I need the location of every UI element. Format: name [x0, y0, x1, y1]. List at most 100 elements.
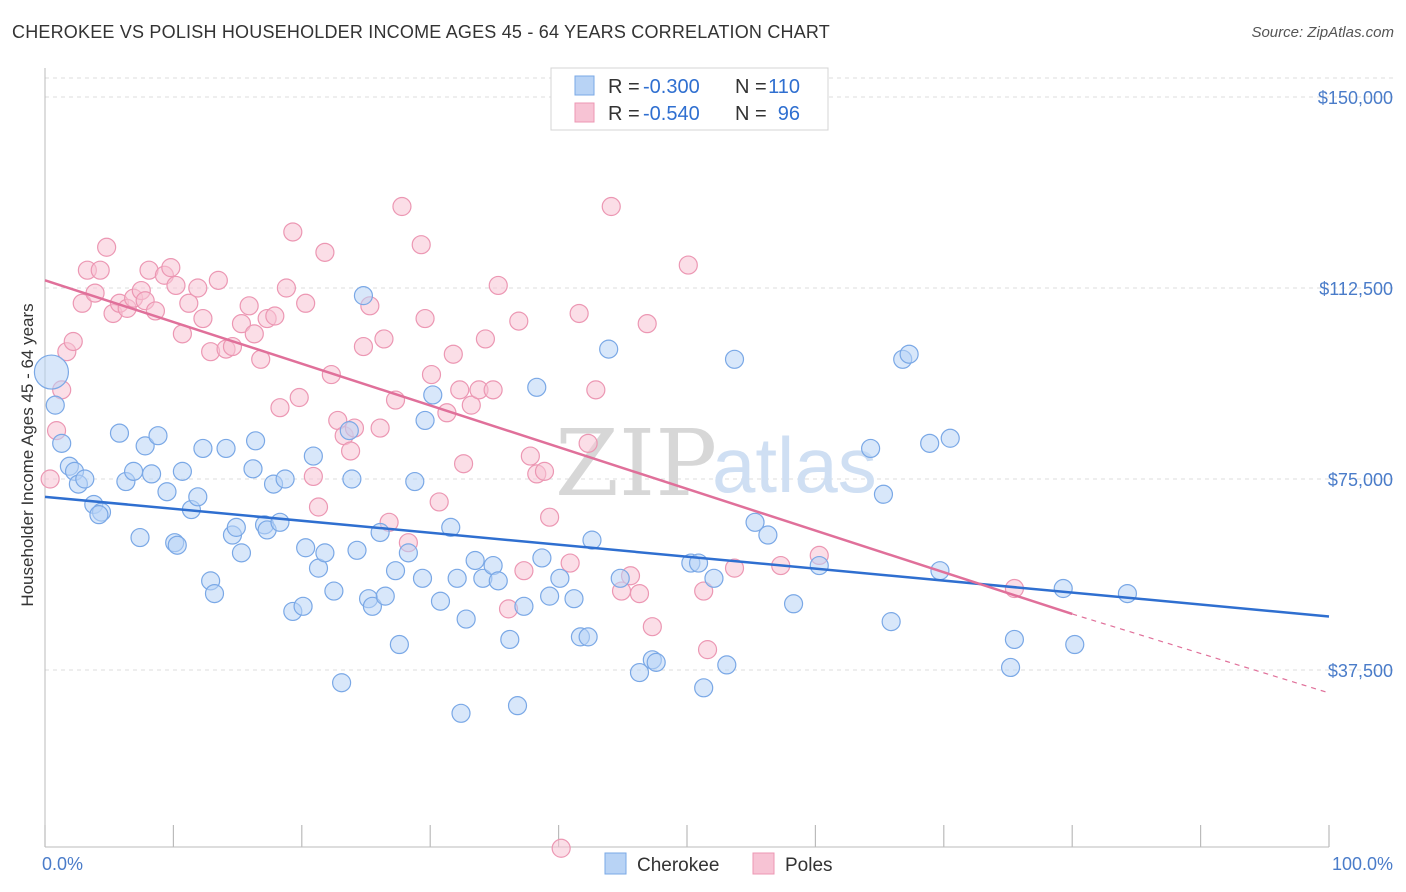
cherokee-point [172, 461, 192, 481]
cherokee-point [385, 561, 406, 581]
cherokee-point [1065, 634, 1085, 655]
poles-point [231, 314, 252, 334]
poles-point [475, 329, 496, 349]
poles-point [392, 196, 412, 217]
cherokee-point [1117, 583, 1138, 604]
cherokee-point [1053, 578, 1073, 599]
x-tick-label-1: 100.0% [1332, 854, 1393, 874]
cherokee-point [745, 512, 765, 532]
poles-point [629, 583, 650, 604]
watermark-zip: ZIP [555, 410, 717, 517]
poles-point [303, 466, 323, 487]
poles-point [374, 329, 394, 349]
poles-point [161, 258, 181, 278]
cherokee-point [599, 339, 619, 359]
cherokee-point [275, 469, 295, 489]
cherokee-point [245, 431, 266, 451]
bottom-legend-poles: Poles [785, 855, 833, 876]
cherokee-point [75, 469, 95, 489]
cherokee-point [430, 591, 451, 611]
poles-point [453, 454, 474, 474]
cherokee-point [216, 438, 236, 459]
cherokee-point [296, 538, 316, 558]
cherokee-point [148, 426, 168, 446]
cherokee-point [375, 586, 395, 606]
x-tick-label-0: 0.0% [42, 854, 83, 874]
trend-lines [44, 279, 1330, 694]
cherokee-point [447, 568, 467, 588]
bottom-legend: Cherokee Poles [604, 852, 833, 876]
cherokee-point [293, 596, 313, 616]
cherokee-point [423, 385, 443, 405]
legend-n-cherokee: 110 [768, 76, 800, 98]
poles-point [724, 558, 745, 578]
poles-point [551, 838, 571, 858]
poles-point [179, 293, 199, 313]
cherokee-point [270, 512, 290, 532]
poles-point [429, 492, 449, 512]
x-tick-labels: 0.0% 100.0% [42, 854, 1393, 874]
cherokee-point [243, 459, 263, 479]
poles-point [97, 237, 117, 257]
poles-point [421, 364, 442, 385]
cherokee-point [332, 673, 352, 693]
poles-point [188, 278, 208, 298]
poles-point [483, 380, 503, 400]
poles-point [415, 308, 435, 329]
cherokee-point [193, 438, 213, 459]
cherokee-point [157, 482, 177, 502]
legend-n-label-poles: N = [735, 103, 767, 125]
cherokee-point [465, 550, 485, 571]
bottom-legend-cherokee: Cherokee [637, 855, 719, 876]
poles-point [308, 497, 329, 517]
cherokee-point [347, 540, 367, 560]
cherokee-point [861, 438, 881, 459]
watermark-atlas: atlas [712, 421, 877, 509]
poles-point [509, 311, 529, 331]
poles-point [244, 324, 264, 344]
poles-point [578, 433, 598, 453]
cherokee-point [500, 629, 520, 650]
cherokee-point [881, 612, 901, 632]
legend-n-label-cherokee: N = [735, 76, 767, 98]
legend-r-cherokee: -0.300 [643, 76, 700, 98]
cherokee-point [488, 571, 508, 591]
poles-point [450, 380, 470, 400]
poles-point [283, 222, 303, 242]
cherokee-point [451, 703, 471, 723]
cherokee-point [370, 522, 390, 543]
cherokee-point [540, 586, 560, 606]
legend-r-label-cherokee: R = [608, 76, 640, 98]
cherokee-point [873, 484, 894, 504]
cherokee-point [610, 568, 630, 588]
poles-point [63, 331, 83, 352]
y-tick-label-1: $112,500 [1319, 279, 1393, 299]
poles-point [540, 507, 560, 527]
poles-point [72, 293, 92, 313]
poles-point [694, 581, 714, 601]
cherokee-point [514, 596, 534, 616]
cherokee-point [33, 354, 70, 390]
cherokee-point [646, 652, 666, 672]
legend-swatch-cherokee [574, 75, 595, 96]
bottom-legend-swatch-poles [752, 852, 775, 875]
poles-point [586, 380, 606, 400]
poles-point [642, 617, 662, 637]
cherokee-point [342, 469, 362, 489]
cherokee-point [507, 696, 528, 716]
cherokee-point [353, 286, 374, 306]
series-cherokee-points [33, 286, 1138, 723]
cherokee-point [717, 655, 737, 675]
cherokee-point [582, 530, 602, 550]
poles-point [370, 418, 390, 438]
poles-point [90, 260, 110, 280]
cherokee-point [315, 543, 335, 563]
cherokee-point [758, 525, 778, 545]
cherokee-point [724, 349, 745, 369]
cherokee-point [550, 568, 570, 588]
poles-point [265, 306, 285, 326]
poles-point [353, 336, 374, 357]
poles-point [461, 395, 481, 415]
chart-title: CHEROKEE VS POLISH HOUSEHOLDER INCOME AG… [12, 22, 831, 42]
